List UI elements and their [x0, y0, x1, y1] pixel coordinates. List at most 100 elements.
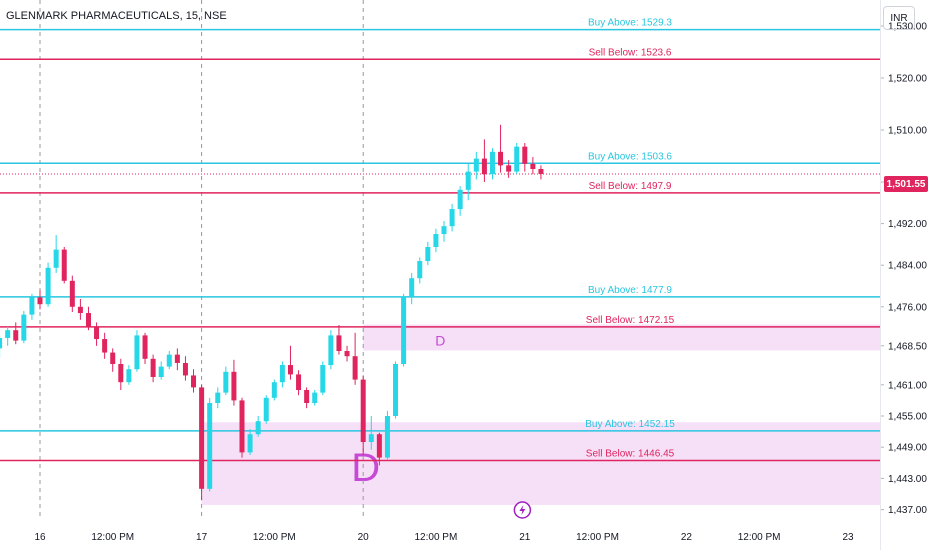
candle-body	[441, 226, 447, 234]
y-tick-label: 1,510.00	[888, 126, 927, 137]
sell-level-label: Sell Below: 1446.45	[586, 448, 675, 459]
candle-body	[304, 390, 310, 403]
price-axis-divider	[880, 0, 881, 550]
buy-level-label: Buy Above: 1452.15	[585, 419, 675, 430]
candle-body	[360, 379, 366, 442]
candle-body	[376, 434, 382, 458]
candle-body	[239, 400, 245, 453]
candle-body	[473, 158, 479, 172]
candle-body	[102, 339, 108, 353]
candle-body	[352, 356, 358, 380]
x-tick-label: 16	[34, 532, 46, 543]
candle-body	[433, 234, 439, 247]
candle-body	[5, 330, 11, 338]
y-tick-label: 1,437.00	[888, 505, 927, 516]
y-tick-label: 1,443.00	[888, 474, 927, 485]
candle-body	[417, 261, 423, 279]
chart-title: GLENMARK PHARMACEUTICALS, 15, NSE	[6, 10, 227, 22]
buy-level-label: Buy Above: 1477.9	[588, 285, 672, 296]
candle-body	[255, 421, 261, 435]
candle-body	[174, 354, 180, 363]
candle-body	[393, 364, 399, 416]
x-tick-label: 12:00 PM	[91, 532, 134, 543]
candle-body	[538, 169, 544, 174]
candle-body	[77, 306, 83, 314]
candle-body	[207, 403, 213, 489]
candle-body	[61, 249, 67, 281]
candle-body	[344, 351, 350, 357]
candle-body	[489, 151, 495, 175]
sell-level-label: Sell Below: 1523.6	[589, 47, 672, 58]
candle-body	[312, 392, 318, 403]
candle-body	[158, 366, 164, 377]
y-tick-label: 1,449.00	[888, 443, 927, 454]
candle-body	[110, 352, 116, 364]
demand-zone	[363, 324, 880, 351]
candle-body	[118, 364, 124, 383]
x-tick-label: 12:00 PM	[253, 532, 296, 543]
candle-body	[134, 335, 140, 370]
candle-body	[384, 416, 390, 458]
y-tick-label: 1,455.00	[888, 412, 927, 423]
candle-body	[126, 369, 132, 383]
candle-body	[37, 297, 43, 305]
candle-body	[328, 335, 334, 366]
candle-body	[368, 434, 374, 442]
zone-label: D	[351, 446, 380, 490]
candle-body	[320, 365, 326, 393]
candle-body	[481, 158, 487, 175]
candle-body	[409, 278, 415, 297]
candle-body	[182, 362, 188, 376]
currency-button[interactable]: INR	[883, 6, 915, 30]
demand-zone	[201, 422, 881, 505]
candle-body	[142, 335, 148, 359]
candle-body	[94, 326, 100, 340]
candle-body	[199, 387, 205, 489]
candle-body	[425, 247, 431, 262]
y-tick-label: 1,492.00	[888, 219, 927, 230]
buy-level-label: Buy Above: 1529.3	[588, 18, 672, 29]
sell-level-label: Sell Below: 1497.9	[589, 181, 672, 192]
candle-body	[506, 165, 512, 172]
candle-body	[0, 338, 3, 349]
candle-body	[401, 296, 407, 364]
x-tick-label: 20	[358, 532, 370, 543]
x-tick-label: 21	[519, 532, 531, 543]
buy-level-label: Buy Above: 1503.6	[588, 151, 672, 162]
candle-body	[522, 146, 528, 164]
y-tick-label: 1,530.00	[888, 22, 927, 33]
x-tick-label: 12:00 PM	[415, 532, 458, 543]
candle-body	[514, 146, 520, 172]
x-tick-label: 12:00 PM	[576, 532, 619, 543]
x-tick-label: 17	[196, 532, 208, 543]
y-tick-label: 1,484.00	[888, 261, 927, 272]
candle-body	[223, 371, 229, 393]
candle-body	[231, 371, 237, 401]
candle-body	[263, 397, 269, 422]
x-tick-label: 12:00 PM	[738, 532, 781, 543]
y-tick-label: 1,476.00	[888, 302, 927, 313]
candle-body	[530, 163, 536, 169]
candle-body	[21, 314, 27, 341]
candle-body	[336, 335, 342, 351]
y-tick-label: 1,461.00	[888, 380, 927, 391]
candle-body	[271, 382, 277, 398]
candle-body	[85, 313, 91, 327]
x-tick-label: 23	[842, 532, 854, 543]
candle-body	[247, 434, 253, 453]
candle-body	[29, 297, 35, 315]
zone-label: D	[435, 332, 445, 348]
lightning-icon	[519, 505, 526, 515]
candle-body	[13, 330, 19, 341]
candle-body	[465, 171, 471, 190]
last-price-badge: 1,501.55	[884, 176, 928, 192]
x-tick-label: 22	[681, 532, 693, 543]
candle-body	[449, 209, 455, 227]
candle-body	[498, 151, 504, 166]
y-tick-label: 1,520.00	[888, 74, 927, 85]
candle-body	[191, 375, 197, 388]
candle-body	[457, 189, 463, 210]
candle-body	[296, 374, 302, 390]
